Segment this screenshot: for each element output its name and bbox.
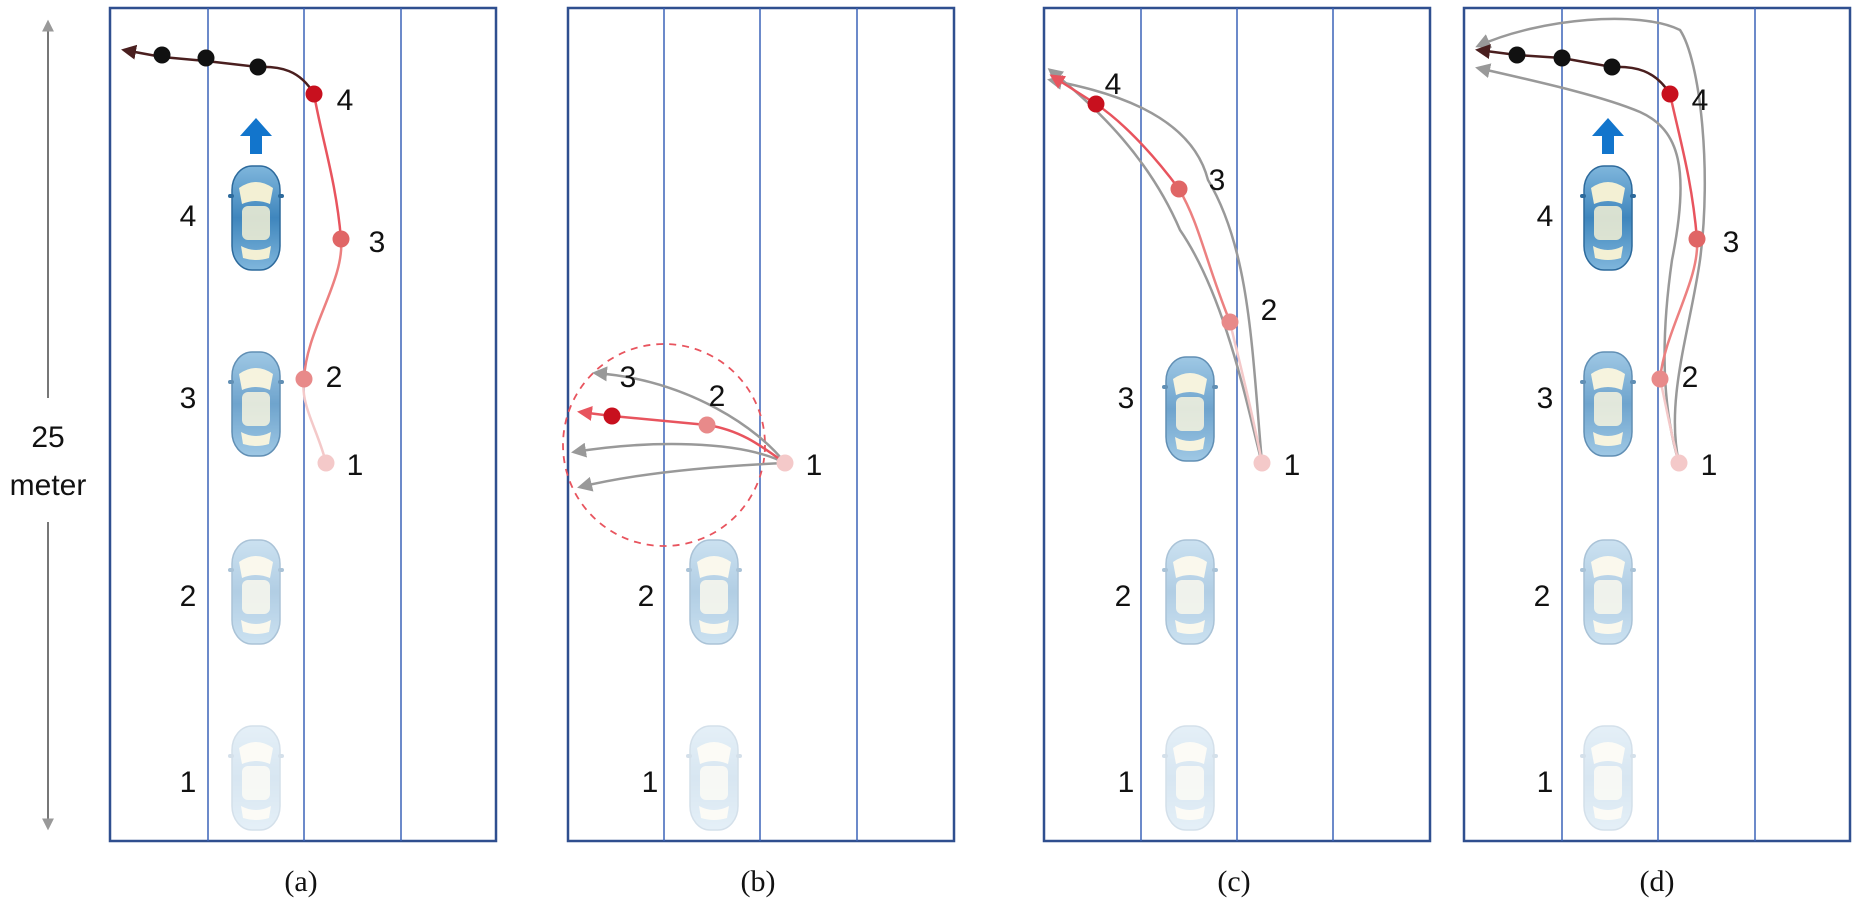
trajectory-point-3 bbox=[603, 407, 621, 425]
trajectory-point-2 bbox=[295, 370, 313, 388]
car-label-1: 1 bbox=[642, 766, 659, 799]
candidate-trajectory bbox=[571, 442, 786, 465]
point-label-3: 3 bbox=[620, 361, 637, 394]
car-label-2: 2 bbox=[638, 580, 655, 613]
trajectory-segment bbox=[1177, 188, 1232, 323]
trajectory-point-4 bbox=[1087, 95, 1105, 113]
car-label-3: 3 bbox=[180, 382, 197, 415]
point-label-1: 1 bbox=[347, 449, 364, 482]
past-trajectory bbox=[121, 44, 316, 95]
panel-caption: (b) bbox=[741, 865, 776, 898]
trajectory-point-4 bbox=[1661, 85, 1679, 103]
car-label-3: 3 bbox=[1118, 382, 1135, 415]
scale-value: 25 bbox=[31, 421, 64, 454]
panel-caption: (d) bbox=[1640, 865, 1675, 898]
candidate-trajectory bbox=[1047, 68, 1264, 464]
car-frame-2 bbox=[1161, 539, 1219, 645]
car-label-2: 2 bbox=[1534, 580, 1551, 613]
panel-d: 1 2 3 4 1 2 3 4 (d) bbox=[1462, 6, 1852, 898]
car-frame-1 bbox=[685, 725, 743, 831]
point-label-1: 1 bbox=[1701, 449, 1718, 482]
car-label-4: 4 bbox=[180, 200, 197, 233]
point-label-3: 3 bbox=[1723, 226, 1740, 259]
candidate-trajectory bbox=[577, 461, 786, 492]
car-label-4: 4 bbox=[1537, 200, 1554, 233]
car-label-1: 1 bbox=[1118, 766, 1135, 799]
point-label-3: 3 bbox=[1209, 164, 1226, 197]
trajectory-point-2 bbox=[1651, 370, 1669, 388]
car-label-1: 1 bbox=[1537, 766, 1554, 799]
trajectory-segment bbox=[1668, 93, 1699, 240]
candidate-trajectory bbox=[1475, 63, 1682, 464]
point-label-4: 4 bbox=[1692, 84, 1709, 117]
trajectory-point-1 bbox=[776, 454, 794, 472]
car-frame-2 bbox=[227, 539, 285, 645]
past-trajectory bbox=[1475, 44, 1672, 95]
car-frame-3 bbox=[1161, 356, 1219, 462]
panel-caption: (c) bbox=[1217, 865, 1250, 898]
point-label-1: 1 bbox=[1284, 449, 1301, 482]
car-frame-4 bbox=[227, 165, 285, 271]
road-border bbox=[108, 6, 498, 843]
trajectory-point-2 bbox=[1221, 313, 1239, 331]
search-radius-circle bbox=[562, 343, 766, 547]
trajectory-point-2 bbox=[698, 416, 716, 434]
car-frame-1 bbox=[1161, 725, 1219, 831]
panel-caption: (a) bbox=[284, 865, 317, 898]
future-point bbox=[249, 58, 267, 76]
point-label-2: 2 bbox=[1682, 361, 1699, 394]
car-frame-1 bbox=[227, 725, 285, 831]
point-label-2: 2 bbox=[326, 361, 343, 394]
point-label-3: 3 bbox=[369, 226, 386, 259]
point-label-2: 2 bbox=[709, 380, 726, 413]
car-label-3: 3 bbox=[1537, 382, 1554, 415]
point-label-4: 4 bbox=[1105, 68, 1122, 101]
point-label-2: 2 bbox=[1261, 294, 1278, 327]
car-frame-3 bbox=[1579, 351, 1637, 457]
trajectory-point-1 bbox=[1253, 454, 1271, 472]
trajectory-point-4 bbox=[305, 85, 323, 103]
car-label-1: 1 bbox=[180, 766, 197, 799]
trajectory-segment bbox=[1658, 238, 1699, 380]
car-frame-2 bbox=[685, 539, 743, 645]
car-frame-4 bbox=[1579, 165, 1637, 271]
candidate-trajectory bbox=[1475, 17, 1706, 464]
candidate-trajectory bbox=[592, 366, 786, 464]
heading-arrow-icon bbox=[1592, 118, 1624, 154]
trajectory-point-3 bbox=[1170, 180, 1188, 198]
trajectory-point-3 bbox=[1688, 230, 1706, 248]
candidate-trajectory bbox=[1047, 74, 1264, 464]
point-label-4: 4 bbox=[337, 84, 354, 117]
panel-b: 1 2 1 2 3 (b) bbox=[562, 6, 956, 898]
future-point bbox=[197, 49, 215, 67]
trajectory-point-1 bbox=[317, 454, 335, 472]
scale-unit: meter bbox=[10, 469, 87, 502]
trajectory-segment bbox=[312, 93, 343, 240]
car-frame-1 bbox=[1579, 725, 1637, 831]
point-label-1: 1 bbox=[806, 449, 823, 482]
road-border bbox=[1462, 6, 1852, 843]
future-point bbox=[153, 46, 171, 64]
car-frame-2 bbox=[1579, 539, 1637, 645]
panel-a: 1 2 3 4 1 2 3 4 (a) bbox=[108, 6, 498, 898]
car-label-2: 2 bbox=[180, 580, 197, 613]
trajectory-segment bbox=[1228, 321, 1264, 464]
future-point bbox=[1553, 49, 1571, 67]
panel-c: 1 2 3 1 2 3 4 (c) bbox=[1042, 6, 1432, 898]
future-point bbox=[1603, 58, 1621, 76]
scale-bar: 25 meter bbox=[10, 19, 87, 831]
road-border bbox=[566, 6, 956, 843]
car-label-2: 2 bbox=[1115, 580, 1132, 613]
trajectory-segment bbox=[302, 238, 343, 380]
trajectory-point-1 bbox=[1670, 454, 1688, 472]
future-point bbox=[1508, 46, 1526, 64]
trajectory-segment bbox=[302, 378, 328, 464]
car-frame-3 bbox=[227, 351, 285, 457]
heading-arrow-icon bbox=[240, 118, 272, 154]
trajectory-point-3 bbox=[332, 230, 350, 248]
